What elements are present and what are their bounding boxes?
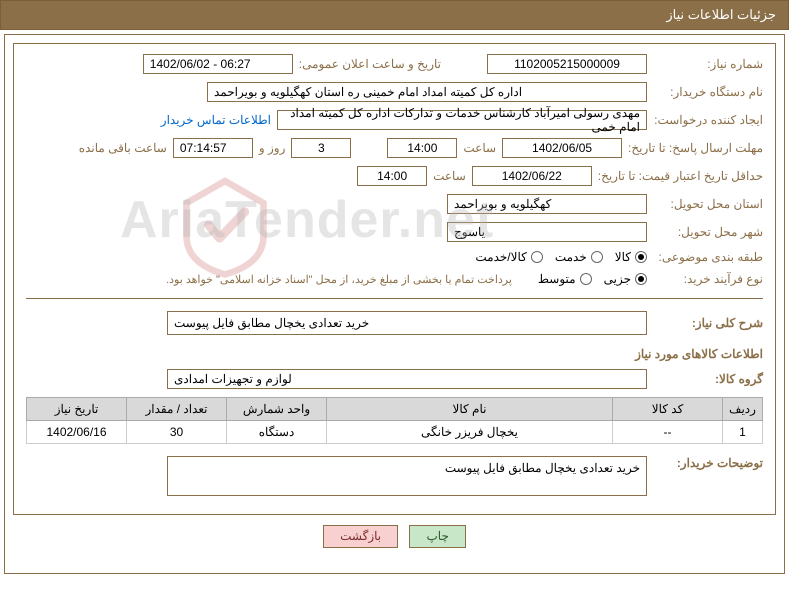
deadline-date-field: 1402/06/05 <box>502 138 622 158</box>
table-row: 1 -- یخچال فریزر خانگی دستگاه 30 1402/06… <box>27 421 763 444</box>
td-row: 1 <box>723 421 763 444</box>
province-label: استان محل تحویل: <box>653 197 763 211</box>
header-title: جزئیات اطلاعات نیاز <box>666 7 776 22</box>
row-process: نوع فرآیند خرید: جزیی متوسط پرداخت تمام … <box>26 272 763 286</box>
radio-service[interactable]: خدمت <box>555 250 603 264</box>
process-note: پرداخت تمام یا بخشی از مبلغ خرید، از محل… <box>166 273 512 286</box>
radio-medium-label: متوسط <box>538 272 576 286</box>
radio-partial-input[interactable] <box>635 273 647 285</box>
countdown-field: 07:14:57 <box>173 138 253 158</box>
row-buyer-org: نام دستگاه خریدار: اداره کل کمیته امداد … <box>26 82 763 102</box>
need-number-field: 1102005215000009 <box>487 54 647 74</box>
buyer-org-label: نام دستگاه خریدار: <box>653 85 763 99</box>
td-date: 1402/06/16 <box>27 421 127 444</box>
radio-service-label: خدمت <box>555 250 587 264</box>
requester-label: ایجاد کننده درخواست: <box>653 113 763 127</box>
city-label: شهر محل تحویل: <box>653 225 763 239</box>
classification-label: طبقه بندی موضوعی: <box>653 250 763 264</box>
buyer-org-field: اداره کل کمیته امداد امام خمینی ره استان… <box>207 82 647 102</box>
button-bar: چاپ بازگشت <box>13 525 776 548</box>
time-label-2: ساعت <box>433 169 466 183</box>
radio-partial-label: جزیی <box>604 272 631 286</box>
radio-both-label: کالا/خدمت <box>475 250 526 264</box>
deadline-label: مهلت ارسال پاسخ: تا تاریخ: <box>628 141 763 155</box>
divider-1 <box>26 298 763 299</box>
main-container: شماره نیاز: 1102005215000009 تاریخ و ساع… <box>4 34 785 574</box>
city-field: یاسوج <box>447 222 647 242</box>
th-name: نام کالا <box>327 398 613 421</box>
row-buyer-notes: توضیحات خریدار: خرید تعدادی یخچال مطابق … <box>26 456 763 496</box>
need-number-label: شماره نیاز: <box>653 57 763 71</box>
classification-radios: کالا خدمت کالا/خدمت <box>475 250 647 264</box>
buyer-notes-label: توضیحات خریدار: <box>653 456 763 470</box>
buyer-notes-field: خرید تعدادی یخچال مطابق فایل پیوست <box>167 456 647 496</box>
print-button[interactable]: چاپ <box>409 525 465 548</box>
validity-time-field: 14:00 <box>357 166 427 186</box>
province-field: کهگیلویه و بویراحمد <box>447 194 647 214</box>
radio-both[interactable]: کالا/خدمت <box>475 250 542 264</box>
validity-label: حداقل تاریخ اعتبار قیمت: تا تاریخ: <box>598 169 763 183</box>
row-validity: حداقل تاریخ اعتبار قیمت: تا تاریخ: 1402/… <box>26 166 763 186</box>
row-city: شهر محل تحویل: یاسوج <box>26 222 763 242</box>
desc-field: خرید تعدادی یخچال مطابق فایل پیوست <box>167 311 647 335</box>
time-label-1: ساعت <box>463 141 496 155</box>
th-row: ردیف <box>723 398 763 421</box>
goods-group-label: گروه کالا: <box>653 372 763 386</box>
radio-medium-input[interactable] <box>580 273 592 285</box>
row-desc: شرح کلی نیاز: خرید تعدادی یخچال مطابق فا… <box>26 311 763 335</box>
days-count-field: 3 <box>291 138 351 158</box>
table-header-row: ردیف کد کالا نام کالا واحد شمارش تعداد /… <box>27 398 763 421</box>
row-requester: ایجاد کننده درخواست: مهدی رسولی امیرآباد… <box>26 110 763 130</box>
goods-group-field: لوازم و تجهیزات امدادی <box>167 369 647 389</box>
radio-medium[interactable]: متوسط <box>538 272 592 286</box>
th-qty: تعداد / مقدار <box>127 398 227 421</box>
goods-info-title: اطلاعات کالاهای مورد نیاز <box>26 347 763 361</box>
radio-goods-input[interactable] <box>635 251 647 263</box>
th-date: تاریخ نیاز <box>27 398 127 421</box>
radio-service-input[interactable] <box>591 251 603 263</box>
radio-goods[interactable]: کالا <box>615 250 647 264</box>
goods-table: ردیف کد کالا نام کالا واحد شمارش تعداد /… <box>26 397 763 444</box>
row-goods-group: گروه کالا: لوازم و تجهیزات امدادی <box>26 369 763 389</box>
requester-field: مهدی رسولی امیرآباد کارشناس خدمات و تدار… <box>277 110 647 130</box>
process-radios: جزیی متوسط <box>538 272 647 286</box>
radio-goods-label: کالا <box>615 250 631 264</box>
announce-date-label: تاریخ و ساعت اعلان عمومی: <box>299 57 441 71</box>
row-classification: طبقه بندی موضوعی: کالا خدمت کالا/خدمت <box>26 250 763 264</box>
radio-partial[interactable]: جزیی <box>604 272 647 286</box>
th-unit: واحد شمارش <box>227 398 327 421</box>
td-unit: دستگاه <box>227 421 327 444</box>
process-label: نوع فرآیند خرید: <box>653 272 763 286</box>
th-code: کد کالا <box>613 398 723 421</box>
td-code: -- <box>613 421 723 444</box>
days-and-label: روز و <box>259 141 286 155</box>
td-name: یخچال فریزر خانگی <box>327 421 613 444</box>
row-need-number: شماره نیاز: 1102005215000009 تاریخ و ساع… <box>26 54 763 74</box>
validity-date-field: 1402/06/22 <box>472 166 592 186</box>
row-deadline: مهلت ارسال پاسخ: تا تاریخ: 1402/06/05 سا… <box>26 138 763 158</box>
td-qty: 30 <box>127 421 227 444</box>
buyer-contact-link[interactable]: اطلاعات تماس خریدار <box>161 113 271 127</box>
row-province: استان محل تحویل: کهگیلویه و بویراحمد <box>26 194 763 214</box>
deadline-time-field: 14:00 <box>387 138 457 158</box>
back-button[interactable]: بازگشت <box>323 525 398 548</box>
remaining-label: ساعت باقی مانده <box>79 141 167 155</box>
radio-both-input[interactable] <box>531 251 543 263</box>
announce-date-field: 1402/06/02 - 06:27 <box>143 54 293 74</box>
desc-label: شرح کلی نیاز: <box>653 316 763 330</box>
page-header: جزئیات اطلاعات نیاز <box>0 0 789 30</box>
form-container: شماره نیاز: 1102005215000009 تاریخ و ساع… <box>13 43 776 515</box>
